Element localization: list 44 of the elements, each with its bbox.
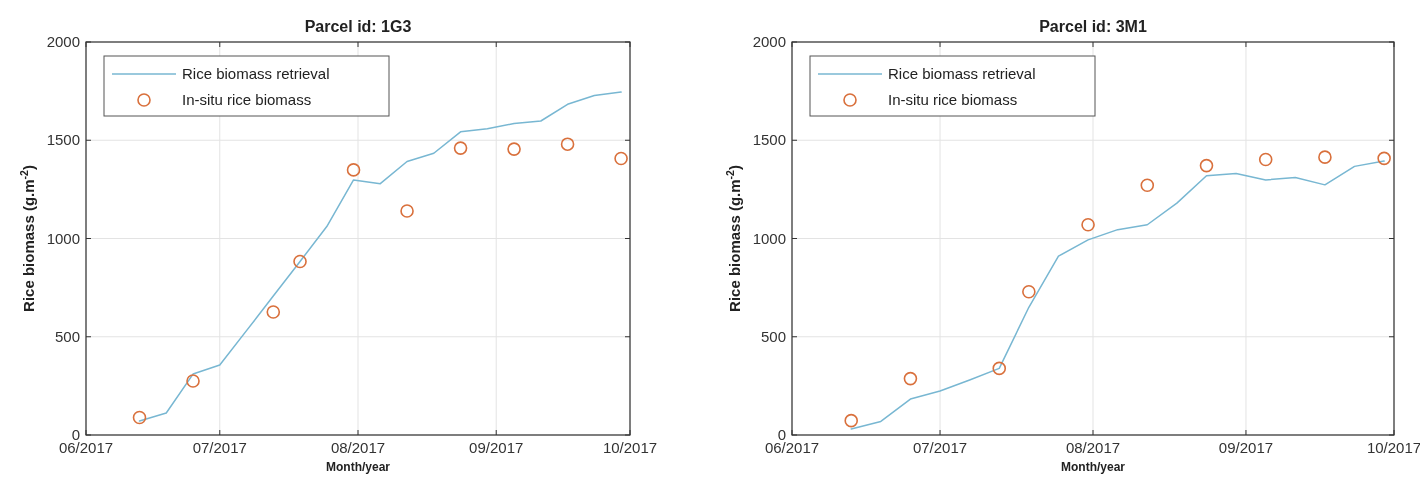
point <box>1140 178 1155 193</box>
x-tick-label: 10/2017 <box>602 439 658 456</box>
point <box>1022 284 1036 299</box>
legend-label: Rice biomass retrieval <box>182 65 330 82</box>
y-tick-label: 1000 <box>752 229 786 247</box>
chart-title: Parcel id: 1G3 <box>304 18 412 35</box>
point <box>1081 217 1095 232</box>
point <box>186 374 200 388</box>
x-tick-label: 07/2017 <box>192 439 247 456</box>
point <box>132 410 147 425</box>
x-tick-label: 10/2017 <box>1366 439 1422 456</box>
point <box>1258 152 1273 167</box>
legend-label: In-situ rice biomass <box>888 91 1018 108</box>
point <box>400 204 414 218</box>
y-tick-label: 1000 <box>46 229 80 247</box>
x-tick-label: 09/2017 <box>1218 439 1274 456</box>
x-tick-label: 07/2017 <box>912 439 968 456</box>
y-tick-label: 500 <box>54 327 80 345</box>
point <box>507 142 521 156</box>
x-tick-label: 08/2017 <box>330 439 386 456</box>
point <box>1318 150 1332 164</box>
x-tick-label: 08/2017 <box>1065 439 1121 456</box>
chart-title: Parcel id: 3M1 <box>1039 18 1147 35</box>
x-axis-title: Month/year <box>1060 460 1126 474</box>
point <box>992 361 1007 376</box>
point <box>844 413 859 428</box>
point <box>346 163 361 177</box>
x-tick-label: 09/2017 <box>469 439 524 456</box>
y-tick-label: 1500 <box>752 131 786 149</box>
point <box>453 141 468 155</box>
point <box>1377 151 1391 166</box>
y-tick-label: 2000 <box>46 33 80 50</box>
point <box>266 305 281 319</box>
point <box>903 371 918 386</box>
y-tick-label: 2000 <box>752 33 786 50</box>
point <box>293 254 307 269</box>
legend-label: In-situ rice biomass <box>182 91 312 108</box>
point <box>614 151 628 166</box>
legend-label: Rice biomass retrieval <box>888 65 1036 82</box>
y-tick-label: 500 <box>760 327 786 345</box>
point <box>1199 158 1214 173</box>
x-axis-title: Month/year <box>325 460 391 474</box>
y-tick-label: 1500 <box>46 131 80 149</box>
point <box>560 137 575 151</box>
